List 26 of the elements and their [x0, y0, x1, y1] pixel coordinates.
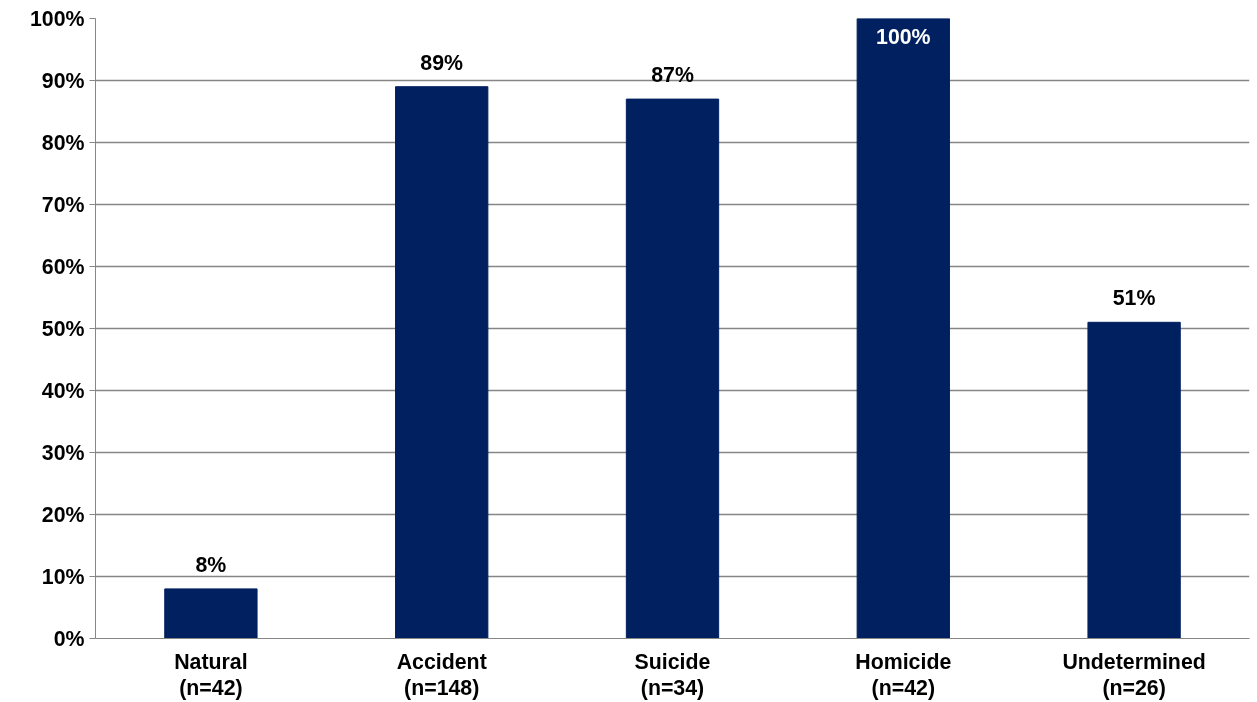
data-label: 89%	[420, 50, 464, 75]
bar	[625, 98, 720, 639]
y-tick-label: 70%	[41, 192, 85, 217]
y-tick-label: 20%	[41, 502, 85, 527]
x-tick-label: Suicide (n=34)	[634, 649, 711, 700]
y-tick-label: 30%	[41, 440, 85, 465]
data-label: 87%	[651, 63, 694, 88]
y-tick-label: 90%	[41, 68, 85, 93]
y-tick-label: 10%	[41, 564, 85, 589]
x-tick-label: Homicide (n=42)	[855, 649, 952, 700]
x-tick-label: Accident (n=148)	[396, 649, 487, 700]
bar	[1087, 321, 1181, 639]
data-label: 51%	[1112, 286, 1156, 311]
y-tick-label: 80%	[41, 130, 85, 155]
data-label: 8%	[195, 552, 227, 577]
bar	[164, 588, 258, 639]
y-tick-label: 100%	[29, 6, 85, 31]
data-label: 100%	[876, 24, 931, 49]
x-tick-label: Natural (n=42)	[174, 649, 248, 700]
bar	[856, 18, 950, 639]
y-tick-label: 0%	[53, 626, 85, 651]
y-tick-label: 60%	[41, 254, 85, 279]
bar	[395, 86, 489, 639]
y-tick-label: 50%	[41, 316, 85, 341]
x-tick-label: Undetermined (n=26)	[1062, 649, 1206, 700]
y-tick-label: 40%	[41, 378, 85, 403]
